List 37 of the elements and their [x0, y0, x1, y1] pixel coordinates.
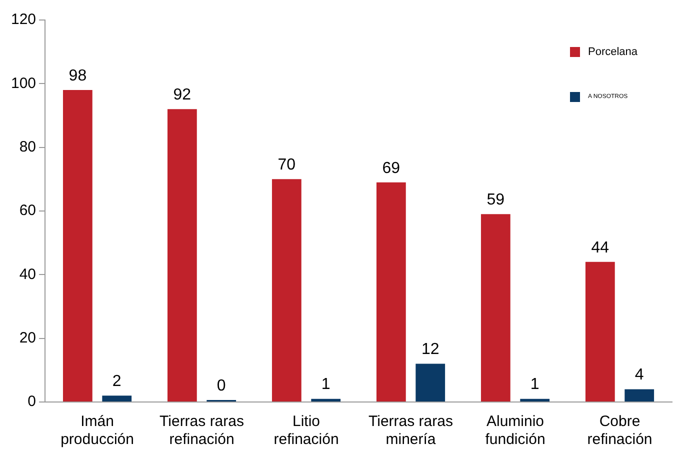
y-tick-label: 80: [19, 138, 36, 156]
data-label: 44: [591, 239, 610, 256]
legend-label: Porcelana: [588, 46, 638, 58]
y-tick-label: 60: [19, 202, 36, 220]
data-label: 2: [112, 373, 122, 390]
bar: [167, 109, 197, 402]
y-tick-label: 40: [19, 266, 36, 283]
data-label: 12: [421, 341, 440, 358]
y-tick-label: 0: [28, 393, 36, 410]
data-label: 0: [216, 377, 226, 394]
bar: [624, 389, 654, 402]
x-tick-label: Cobre refinación: [587, 413, 652, 448]
data-label: 92: [173, 86, 192, 104]
y-tick-label: 120: [10, 11, 36, 28]
data-label: 1: [321, 376, 330, 394]
data-label: 98: [68, 67, 87, 84]
bar: [311, 398, 341, 402]
bar: [376, 182, 406, 402]
data-label: 1: [530, 376, 540, 394]
y-tick-label: 20: [19, 329, 36, 346]
y-tick-label: 100: [10, 74, 36, 92]
bar: [520, 398, 550, 402]
bar: [62, 90, 92, 402]
bar: [480, 214, 510, 402]
x-tick-label: Imán producción: [60, 413, 134, 448]
x-tick-label: Litio refinación: [274, 413, 339, 448]
data-label: 59: [486, 192, 505, 209]
x-tick-label: Tierras raras refinación: [160, 413, 244, 448]
x-tick-label: Tierras raras minería: [368, 413, 453, 448]
x-tick-label: Aluminio fundición: [485, 413, 546, 448]
data-label: 69: [382, 160, 400, 177]
data-label: 4: [634, 366, 644, 384]
data-label: 70: [278, 156, 296, 174]
bar: [585, 262, 615, 402]
bar: [416, 364, 446, 402]
bar: [272, 179, 302, 402]
bar: [102, 396, 132, 402]
